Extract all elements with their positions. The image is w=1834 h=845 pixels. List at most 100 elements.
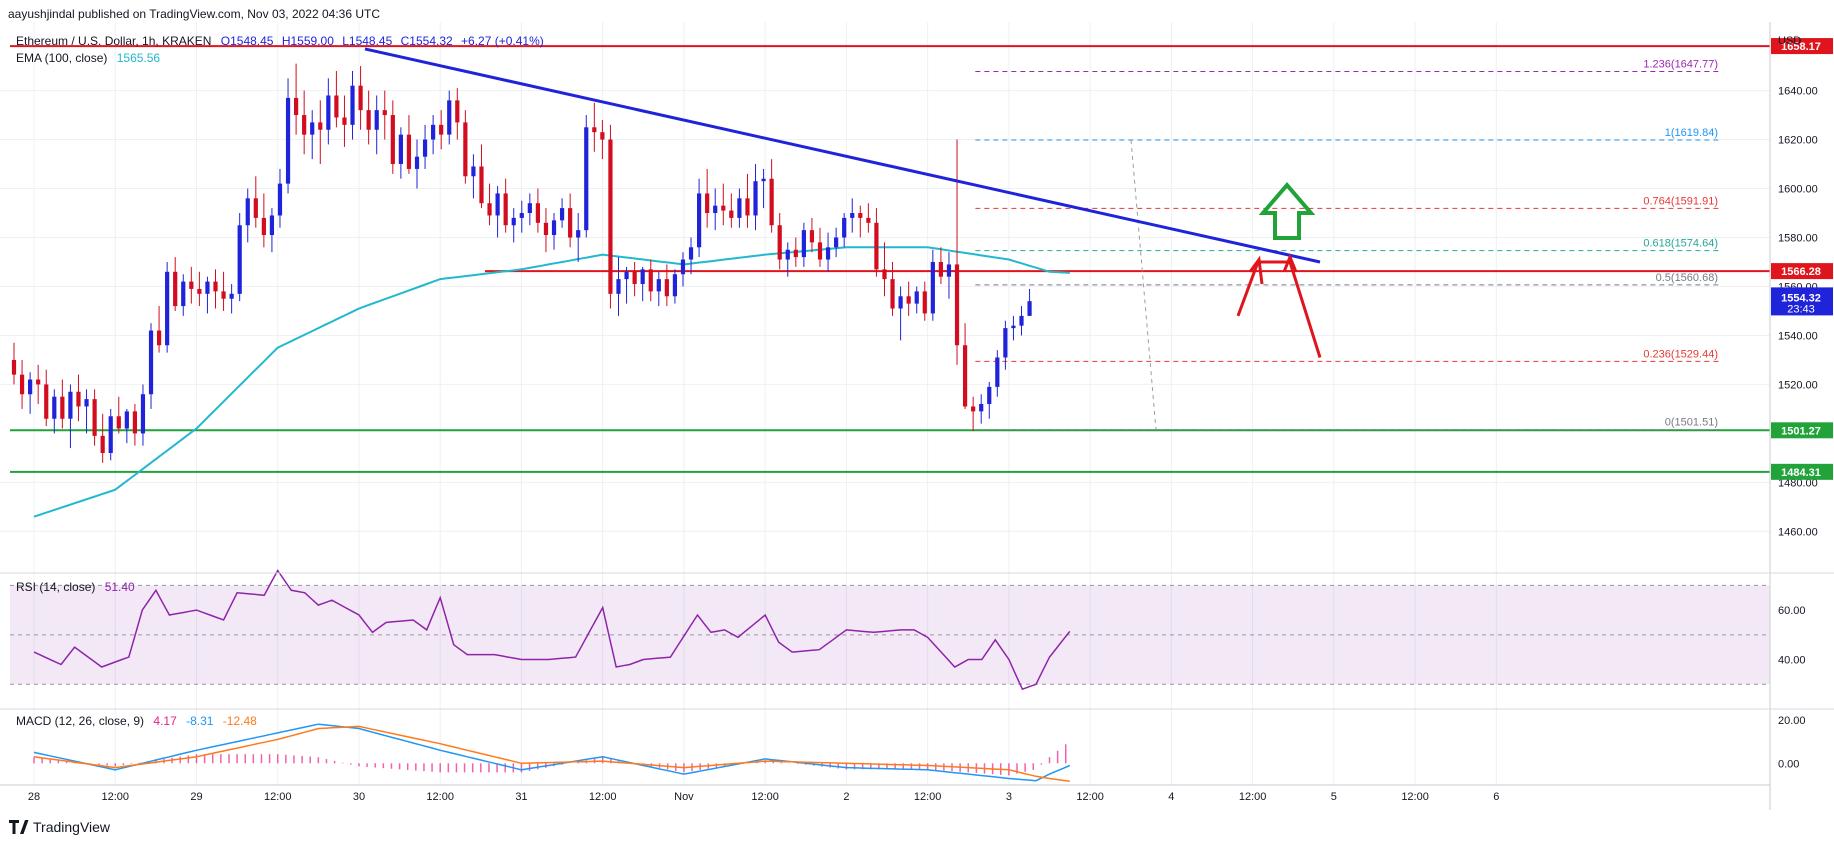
candle-body bbox=[342, 117, 347, 125]
candle-body bbox=[19, 374, 25, 395]
axes: 28 12:00 29 12:00 30 12:00 31 12:00 Nov 12:00 2 12:… bbox=[28, 38, 1833, 803]
candle-body bbox=[68, 391, 73, 419]
candle-body bbox=[124, 411, 129, 429]
time-tick-label: 4 bbox=[1168, 791, 1174, 803]
candle-body bbox=[592, 127, 597, 133]
candle-body bbox=[108, 416, 113, 454]
candle-body bbox=[938, 261, 943, 277]
fib-level-label: 0.764(1591.91) bbox=[1643, 195, 1718, 207]
support-1484-price-tag bbox=[1771, 463, 1833, 480]
candle-body bbox=[664, 279, 669, 297]
grid bbox=[0, 22, 1770, 785]
candle-body bbox=[60, 396, 65, 419]
candle-body bbox=[930, 261, 935, 314]
time-tick-label: 12:00 bbox=[1401, 791, 1429, 803]
tradingview-logo[interactable]: TradingView bbox=[9, 819, 111, 835]
fib-level-label: 1.236(1647.77) bbox=[1643, 59, 1718, 71]
candle-body bbox=[132, 411, 137, 434]
candle-body bbox=[777, 225, 782, 260]
ema-100-series bbox=[33, 246, 1070, 518]
resistance-1658-price-tag bbox=[1771, 38, 1833, 55]
time-tick-label: 12:00 bbox=[914, 791, 942, 803]
candle-body bbox=[850, 213, 855, 218]
time-tick-label: 28 bbox=[28, 791, 40, 803]
red-zigzag-path[interactable] bbox=[1236, 260, 1322, 358]
rsi-legend-label: RSI (14, close) bbox=[16, 580, 95, 594]
candle-body bbox=[922, 291, 927, 314]
price-tick-label: 1620.00 bbox=[1778, 135, 1818, 147]
candle-body bbox=[543, 222, 549, 236]
candle-body bbox=[987, 386, 992, 405]
time-tick-label: 30 bbox=[353, 791, 365, 803]
candle-body bbox=[140, 394, 146, 434]
candle-body bbox=[479, 166, 484, 204]
candle-body bbox=[753, 181, 758, 216]
candle-body bbox=[463, 122, 468, 177]
macd-legend-macd: -8.31 bbox=[186, 714, 214, 728]
candle-body bbox=[721, 205, 726, 211]
candle-body bbox=[1011, 325, 1016, 329]
candle-body bbox=[261, 217, 266, 236]
time-tick-label: 5 bbox=[1331, 791, 1337, 803]
time-tick-label: 6 bbox=[1493, 791, 1499, 803]
rsi-pane bbox=[33, 569, 1071, 691]
candle-body bbox=[616, 279, 621, 294]
fib-level-label: 0.618(1574.64) bbox=[1643, 238, 1718, 250]
red-zigzag-arrowhead bbox=[1248, 255, 1264, 285]
red-zigzag-turn bbox=[1282, 253, 1298, 273]
candle-body bbox=[535, 203, 540, 223]
rsi-tick-label: 60.00 bbox=[1778, 605, 1806, 617]
candle-body bbox=[431, 124, 436, 140]
candle-body bbox=[237, 225, 242, 294]
candle-body bbox=[213, 281, 218, 292]
macd-tick-label: 0.00 bbox=[1778, 758, 1799, 770]
time-tick-label: 12:00 bbox=[426, 791, 454, 803]
price-tick-label: 1600.00 bbox=[1778, 184, 1818, 196]
close-value: C1554.32 bbox=[401, 34, 453, 48]
macd-pane bbox=[33, 723, 1071, 783]
candle-body bbox=[648, 269, 653, 292]
candle-body bbox=[809, 230, 815, 243]
descending-trendline[interactable] bbox=[364, 47, 1321, 264]
candle-body bbox=[294, 97, 299, 116]
candle-body bbox=[793, 249, 798, 258]
candle-body bbox=[92, 399, 97, 436]
candle-body bbox=[672, 274, 678, 297]
candle-body bbox=[962, 345, 968, 407]
price-tick-label: 1640.00 bbox=[1778, 86, 1818, 98]
trendline[interactable] bbox=[364, 47, 1321, 264]
green-up-arrow-icon[interactable] bbox=[1258, 181, 1316, 241]
macd-tick-label: 20.00 bbox=[1778, 715, 1806, 727]
candle-body bbox=[197, 288, 202, 294]
candle-body bbox=[165, 271, 170, 346]
fibonacci-retracement[interactable]: 1.236(1647.77) 1(1619.84) 0.764(1591.91) 0.… bbox=[975, 59, 1720, 431]
candle-body bbox=[632, 271, 637, 285]
annotations[interactable] bbox=[1236, 181, 1322, 358]
time-tick-label: 12:00 bbox=[589, 791, 617, 803]
macd-legend-hist: 4.17 bbox=[153, 714, 177, 728]
price-tick-label: 1460.00 bbox=[1778, 526, 1818, 538]
candle-body bbox=[785, 249, 790, 260]
candle-body bbox=[148, 330, 154, 395]
candle-body bbox=[624, 271, 629, 280]
time-tick-label: 2 bbox=[843, 791, 849, 803]
candle-body bbox=[487, 203, 492, 216]
candle-body bbox=[761, 178, 766, 182]
candle-body bbox=[858, 213, 863, 218]
candle-body bbox=[898, 296, 903, 309]
candle-body bbox=[1027, 301, 1032, 316]
candle-body bbox=[576, 230, 581, 238]
horizontal-levels[interactable] bbox=[10, 45, 1770, 473]
candle-body bbox=[495, 193, 500, 216]
candle-body bbox=[600, 132, 605, 140]
tradingview-logo-icon bbox=[9, 820, 29, 834]
candle-body bbox=[334, 95, 339, 118]
candle-body bbox=[350, 85, 355, 125]
candles bbox=[11, 63, 1032, 463]
ema-legend-label: EMA (100, close) bbox=[16, 51, 107, 65]
candle-body bbox=[834, 237, 839, 248]
candle-body bbox=[156, 330, 162, 346]
candle-body bbox=[1003, 328, 1008, 358]
candle-body bbox=[680, 259, 686, 275]
